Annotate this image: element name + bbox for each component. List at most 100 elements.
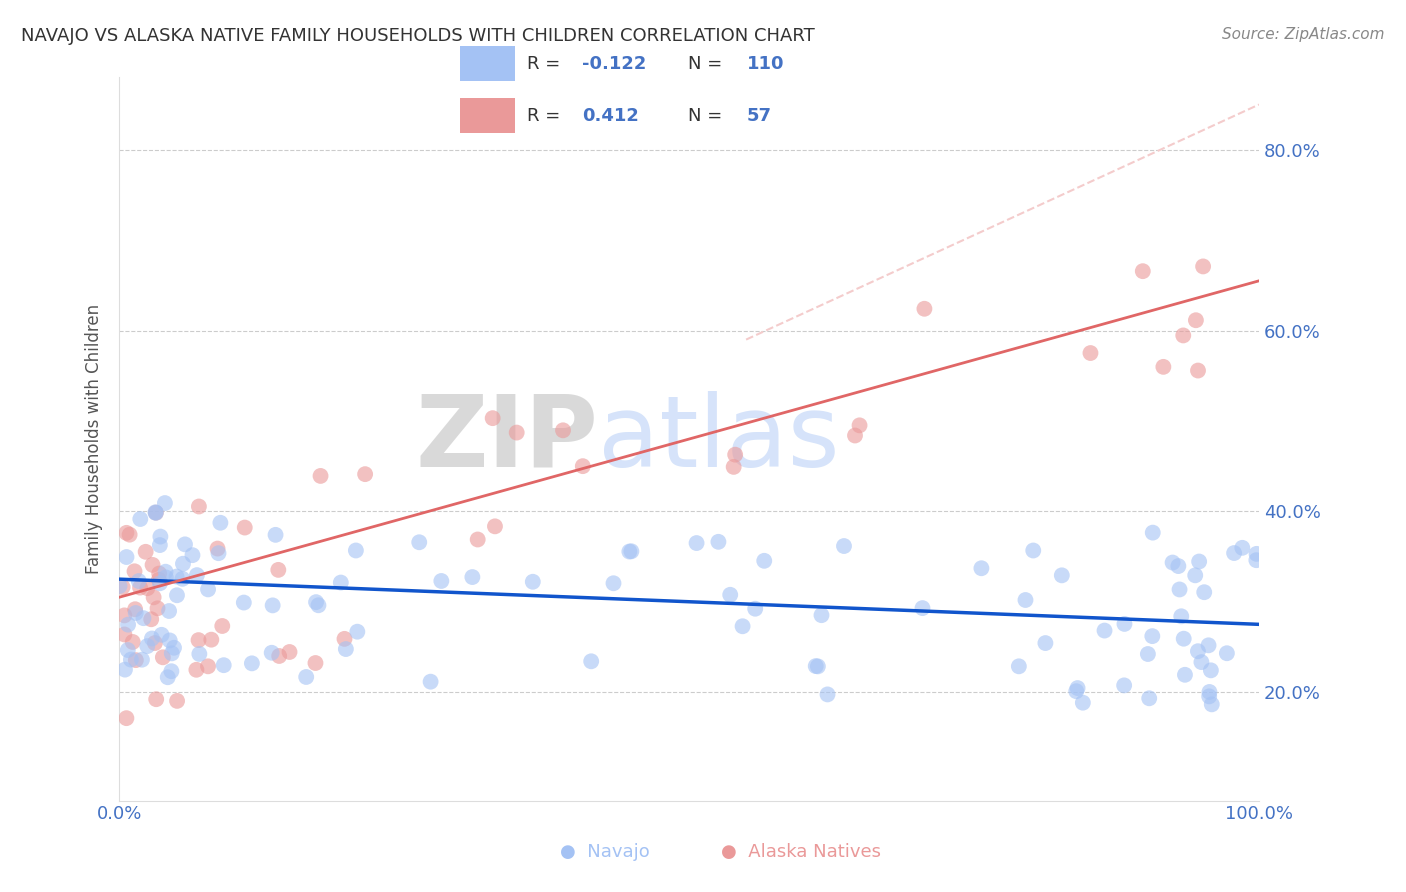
Point: [1184, 568, 1206, 582]
Point: [430, 574, 453, 588]
Point: [145, 506, 167, 520]
Point: [1188, 555, 1211, 569]
Point: [141, 612, 163, 626]
Point: [145, 506, 167, 520]
Point: [1114, 678, 1136, 692]
Point: [1132, 264, 1154, 278]
Point: [307, 599, 329, 613]
Bar: [460, 98, 515, 133]
Point: [1246, 553, 1268, 567]
Point: [344, 543, 367, 558]
Point: [166, 569, 188, 583]
Point: [1064, 684, 1087, 698]
Point: [260, 646, 283, 660]
Point: [602, 576, 624, 591]
Point: [419, 674, 441, 689]
Point: [157, 604, 180, 618]
Point: [1192, 585, 1215, 599]
Point: [186, 663, 208, 677]
Point: [1189, 655, 1212, 669]
Point: [1114, 616, 1136, 631]
Point: [136, 639, 159, 653]
Point: [1173, 632, 1195, 646]
Point: [1137, 691, 1160, 706]
Point: [329, 575, 352, 590]
Point: [117, 617, 139, 632]
Point: [744, 601, 766, 615]
Point: [1035, 636, 1057, 650]
Point: [1008, 659, 1031, 673]
Point: [120, 652, 142, 666]
Text: 0.412: 0.412: [582, 107, 638, 125]
Point: [212, 658, 235, 673]
Point: [149, 538, 172, 552]
Text: N =: N =: [688, 54, 721, 72]
Point: [832, 539, 855, 553]
Text: ZIP: ZIP: [415, 391, 598, 488]
Point: [1136, 647, 1159, 661]
Point: [121, 635, 143, 649]
Point: [810, 608, 832, 623]
Point: [807, 659, 830, 673]
Point: [172, 557, 194, 571]
Point: [467, 533, 489, 547]
Point: [149, 576, 172, 591]
Point: [1080, 346, 1102, 360]
Text: Source: ZipAtlas.com: Source: ZipAtlas.com: [1222, 27, 1385, 42]
Point: [186, 568, 208, 582]
Point: [115, 711, 138, 725]
Point: [1198, 690, 1220, 704]
Point: [718, 588, 741, 602]
Point: [207, 546, 229, 560]
Point: [1192, 260, 1215, 274]
Point: [111, 580, 134, 594]
Point: [620, 544, 643, 558]
Point: [149, 530, 172, 544]
Point: [1223, 546, 1246, 560]
Y-axis label: Family Households with Children: Family Households with Children: [86, 304, 103, 574]
Point: [108, 579, 131, 593]
Point: [707, 534, 730, 549]
Point: [125, 606, 148, 620]
Point: [200, 632, 222, 647]
Point: [197, 582, 219, 597]
Point: [1187, 363, 1209, 377]
Point: [163, 640, 186, 655]
Point: [619, 544, 641, 558]
Point: [187, 633, 209, 648]
Point: [1050, 568, 1073, 582]
Point: [1066, 681, 1088, 695]
Point: [112, 627, 135, 641]
Point: [1174, 667, 1197, 681]
Point: [804, 659, 827, 673]
Point: [1246, 547, 1268, 561]
Point: [155, 565, 177, 579]
Point: [142, 558, 165, 572]
Point: [124, 564, 146, 578]
Point: [148, 566, 170, 581]
Point: [731, 619, 754, 633]
Point: [505, 425, 527, 440]
Point: [305, 595, 328, 609]
Point: [160, 646, 183, 660]
Point: [724, 448, 747, 462]
Point: [132, 611, 155, 625]
Point: [481, 411, 503, 425]
Point: [1170, 609, 1192, 624]
Point: [160, 665, 183, 679]
Point: [153, 496, 176, 510]
Text: ●  Navajo: ● Navajo: [560, 843, 650, 861]
Point: [309, 469, 332, 483]
Point: [181, 548, 204, 562]
Text: atlas: atlas: [598, 391, 839, 488]
Point: [159, 633, 181, 648]
Text: 57: 57: [747, 107, 772, 125]
Point: [155, 570, 177, 584]
Point: [1022, 543, 1045, 558]
Point: [911, 601, 934, 615]
Point: [461, 570, 484, 584]
Point: [1142, 629, 1164, 643]
Point: [146, 601, 169, 615]
Point: [166, 588, 188, 602]
Point: [844, 428, 866, 442]
